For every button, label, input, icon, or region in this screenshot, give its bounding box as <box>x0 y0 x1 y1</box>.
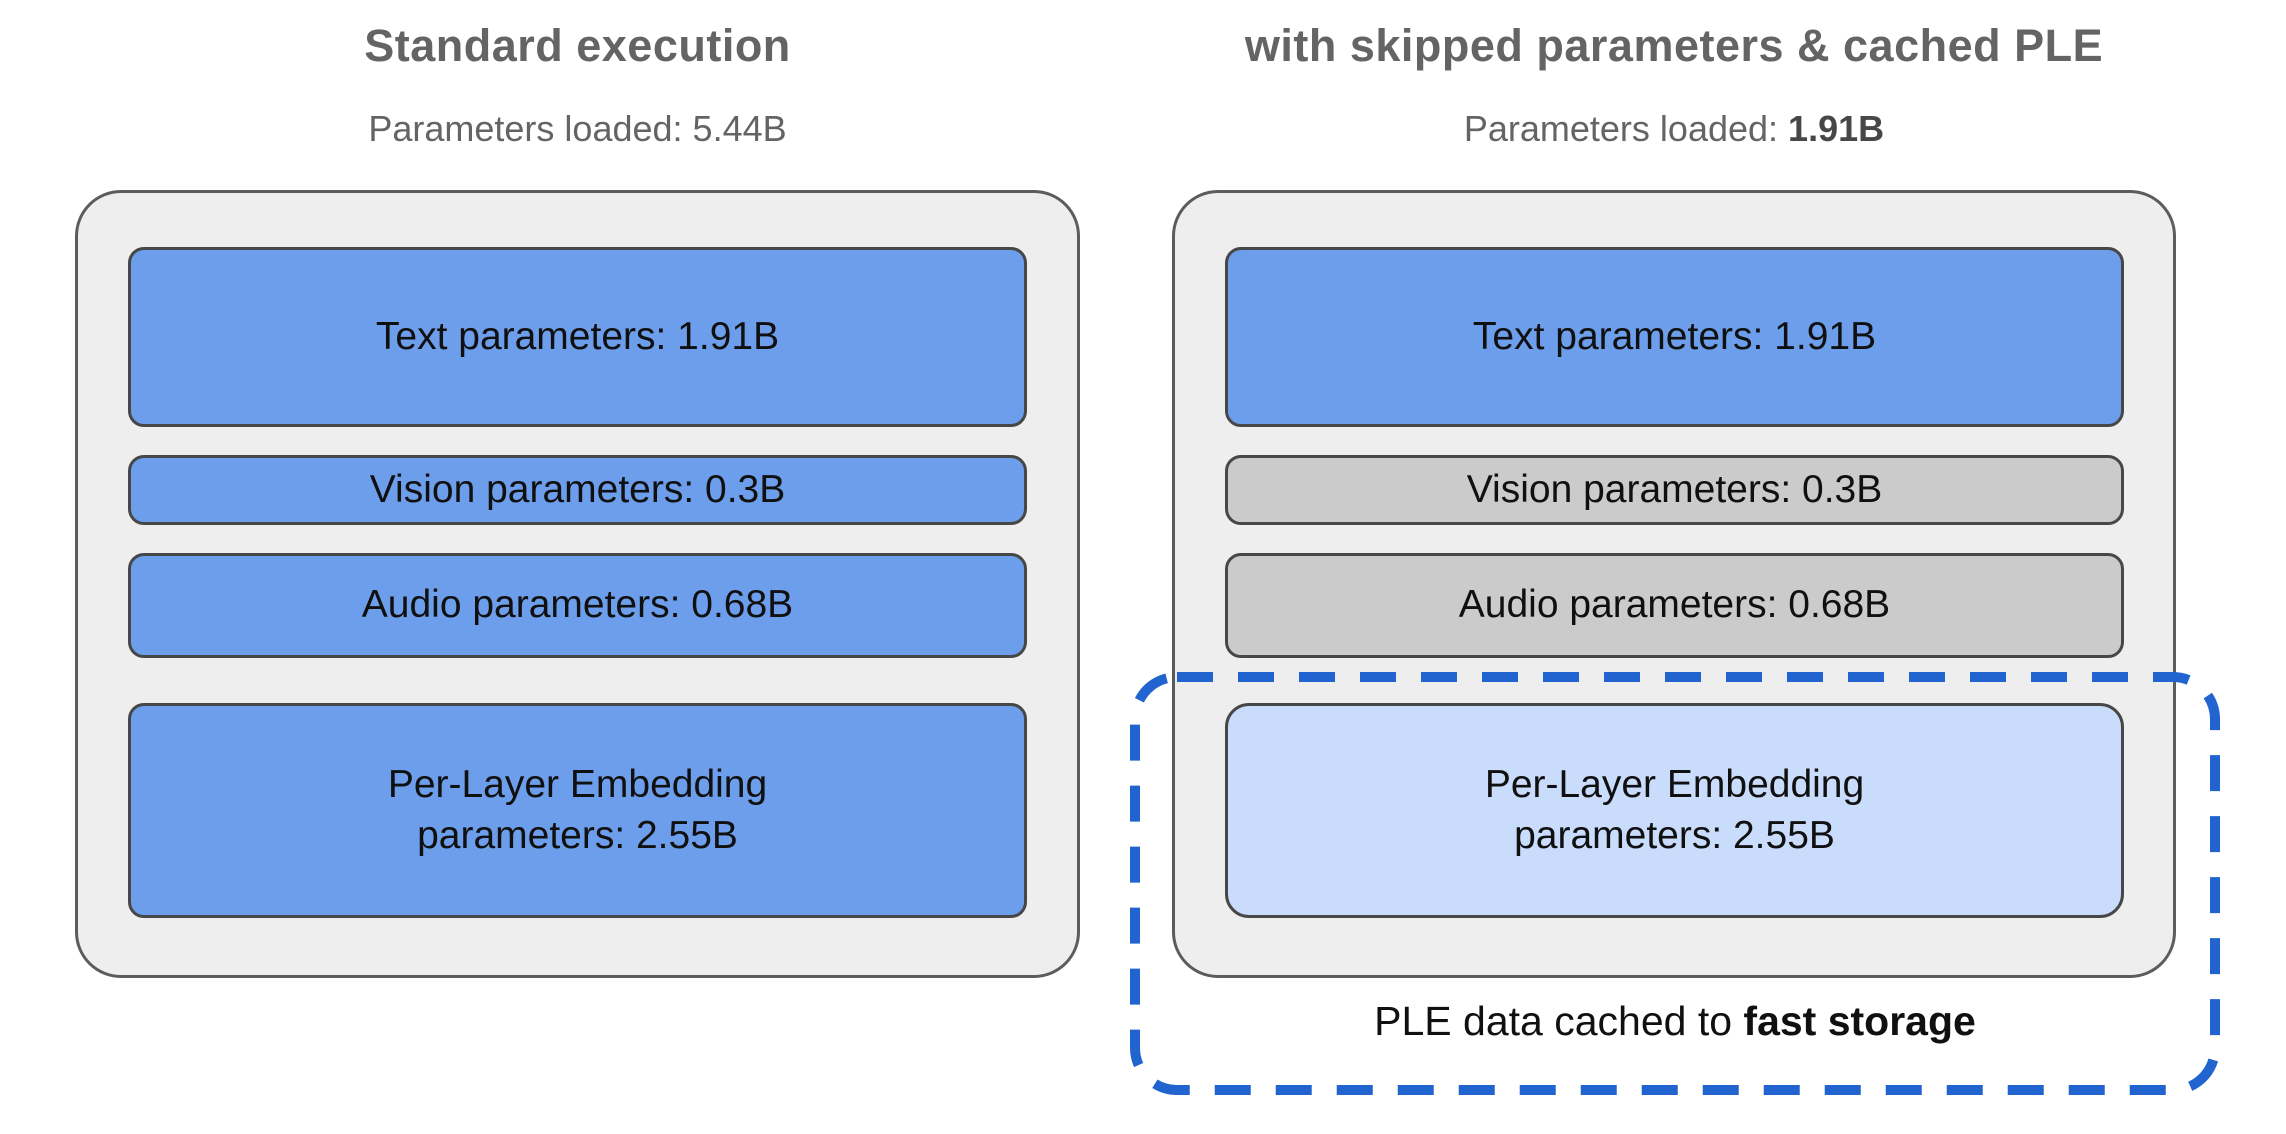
right-text-parameters-box: Text parameters: 1.91B <box>1225 247 2124 427</box>
right-ple-parameters-label-line2: parameters: 2.55B <box>1514 813 1835 857</box>
right-ple-parameters-box-cached: Per-Layer Embedding parameters: 2.55B <box>1225 703 2124 918</box>
left-panel-title: Standard execution <box>364 20 791 71</box>
right-subtitle-value: 1.91B <box>1788 108 1885 149</box>
ple-cache-caption: PLE data cached to fast storage <box>1135 998 2215 1045</box>
right-subtitle-prefix: Parameters loaded: <box>1463 108 1789 149</box>
right-vision-parameters-box-skipped: Vision parameters: 0.3B <box>1225 455 2124 525</box>
right-audio-parameters-label: Audio parameters: 0.68B <box>1458 583 1891 627</box>
ple-cache-dashed-border <box>1130 672 2220 1095</box>
left-text-parameters-box: Text parameters: 1.91B <box>128 247 1027 427</box>
left-ple-parameters-label-line1: Per-Layer Embedding <box>387 762 768 806</box>
left-ple-parameters-label-line2: parameters: 2.55B <box>417 813 738 857</box>
right-panel-title: with skipped parameters & cached PLE <box>1244 20 2104 71</box>
right-model-container: Text parameters: 1.91B Vision parameters… <box>1172 190 2176 978</box>
left-panel-subtitle: Parameters loaded: 5.44B <box>75 108 1080 150</box>
left-ple-parameters-box: Per-Layer Embedding parameters: 2.55B <box>128 703 1027 918</box>
ple-caption-bold-text: fast storage <box>1743 998 1976 1044</box>
right-ple-parameters-label-line1: Per-Layer Embedding <box>1484 762 1865 806</box>
ple-caption-prefix: PLE data cached to <box>1374 998 1744 1044</box>
right-audio-parameters-box-skipped: Audio parameters: 0.68B <box>1225 553 2124 658</box>
left-audio-parameters-box: Audio parameters: 0.68B <box>128 553 1027 658</box>
left-subtitle-value: 5.44B <box>692 108 787 149</box>
left-subtitle-prefix: Parameters loaded: <box>368 108 693 149</box>
left-vision-parameters-box: Vision parameters: 0.3B <box>128 455 1027 525</box>
left-model-container: Text parameters: 1.91B Vision parameters… <box>75 190 1080 978</box>
right-vision-parameters-label: Vision parameters: 0.3B <box>1466 467 1883 511</box>
right-text-parameters-label: Text parameters: 1.91B <box>1472 314 1877 358</box>
left-text-parameters-label: Text parameters: 1.91B <box>375 314 780 358</box>
left-audio-parameters-label: Audio parameters: 0.68B <box>361 583 794 627</box>
right-panel-subtitle: Parameters loaded: 1.91B <box>1172 108 2176 150</box>
left-vision-parameters-label: Vision parameters: 0.3B <box>369 467 786 511</box>
